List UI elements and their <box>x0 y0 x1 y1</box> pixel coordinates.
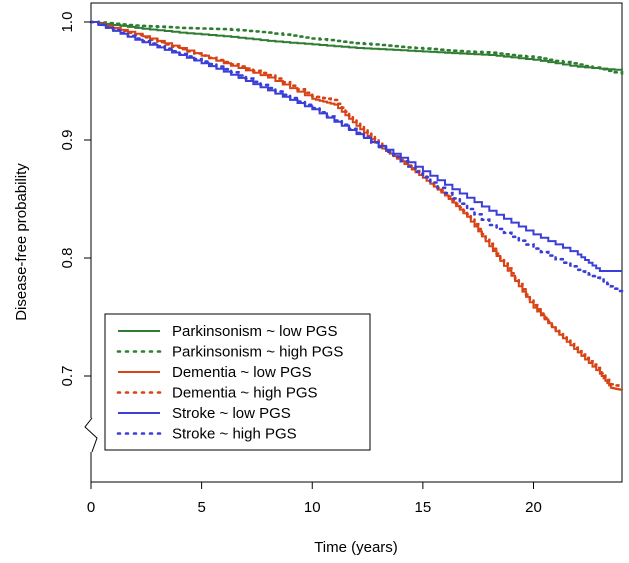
x-tick-label: 15 <box>415 499 432 516</box>
y-axis-title: Disease-free probability <box>13 163 30 321</box>
x-tick-label: 0 <box>87 499 95 516</box>
legend-label: Dementia ~ high PGS <box>172 385 318 402</box>
x-axis-title: Time (years) <box>314 539 398 556</box>
y-tick-label: 0.9 <box>59 130 76 151</box>
y-tick-label: 0.7 <box>59 366 76 387</box>
legend-label: Stroke ~ high PGS <box>172 426 297 443</box>
x-tick-label: 10 <box>304 499 321 516</box>
series-line-0 <box>91 21 623 71</box>
x-tick-label: 20 <box>525 499 542 516</box>
legend-label: Dementia ~ low PGS <box>172 364 312 381</box>
series-line-5 <box>89 20 624 295</box>
series-line-4 <box>91 21 622 272</box>
legend-label: Parkinsonism ~ low PGS <box>172 323 337 340</box>
series-line-3 <box>89 20 624 388</box>
y-tick-label: 0.8 <box>59 248 76 269</box>
series-layer <box>89 20 624 391</box>
plot-frame <box>90 2 623 483</box>
y-tick-label: 1.0 <box>59 12 76 33</box>
y-axis-break-mark <box>84 417 98 453</box>
series-line-1 <box>89 20 624 76</box>
legend: Parkinsonism ~ low PGS Parkinsonism ~ hig… <box>104 313 371 451</box>
x-tick-label: 5 <box>197 499 205 516</box>
legend-box <box>104 313 371 451</box>
legend-label: Parkinsonism ~ high PGS <box>172 344 343 361</box>
axis-break-gap <box>89 418 94 452</box>
series-line-2 <box>91 21 623 391</box>
axis-layer: 0 5 10 15 20 1.0 0.9 0.8 0.7 <box>59 12 542 516</box>
legend-label: Stroke ~ low PGS <box>172 405 291 422</box>
